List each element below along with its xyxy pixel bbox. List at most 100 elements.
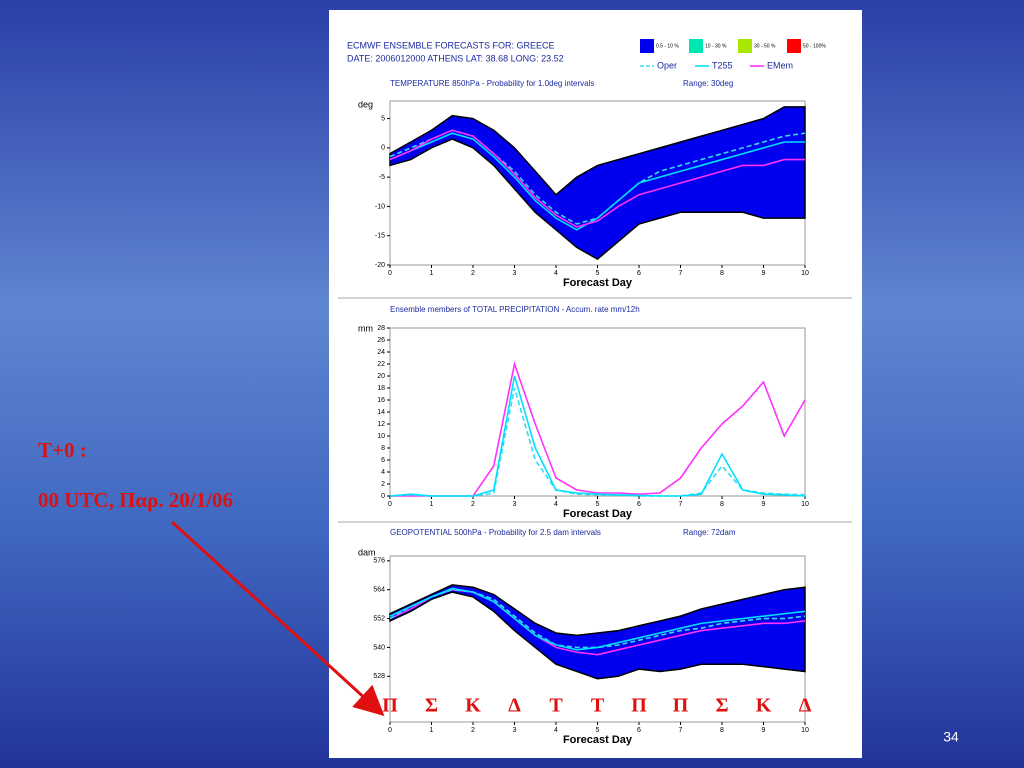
y-tick-label: 2 <box>381 481 385 488</box>
x-tick-label: 9 <box>762 501 766 508</box>
legend-label: Oper <box>657 60 677 70</box>
chart-title: GEOPOTENTIAL 500hPa - Probability for 2.… <box>390 528 601 537</box>
x-tick-label: 7 <box>679 501 683 508</box>
slide-label: T+0 : <box>38 438 87 462</box>
y-tick-label: -20 <box>375 262 385 269</box>
y-tick-label: 26 <box>377 337 385 344</box>
x-tick-label: 7 <box>679 727 683 734</box>
day-letter: Σ <box>425 695 438 717</box>
x-tick-label: 5 <box>596 727 600 734</box>
slide-label: 00 UTC, Παρ. 20/1/06 <box>38 488 233 512</box>
legend-swatch <box>738 39 752 53</box>
y-tick-label: 16 <box>377 397 385 404</box>
day-letter: Π <box>631 695 647 717</box>
y-tick-label: 28 <box>377 325 385 332</box>
y-tick-label: 528 <box>373 673 385 680</box>
x-axis-label: Forecast Day <box>563 277 633 289</box>
legend-label: 10 - 30 % <box>705 43 727 49</box>
x-tick-label: 2 <box>471 727 475 734</box>
y-tick-label: 14 <box>377 409 385 416</box>
y-tick-label: -5 <box>379 174 385 181</box>
x-tick-label: 0 <box>388 727 392 734</box>
y-tick-label: 576 <box>373 558 385 565</box>
x-tick-label: 4 <box>554 727 558 734</box>
y-tick-label: 0 <box>381 145 385 152</box>
x-tick-label: 9 <box>762 727 766 734</box>
y-tick-label: 564 <box>373 587 385 594</box>
x-tick-label: 10 <box>801 501 809 508</box>
x-tick-label: 10 <box>801 270 809 277</box>
x-tick-label: 10 <box>801 727 809 734</box>
y-tick-label: 22 <box>377 361 385 368</box>
legend-label: 30 - 50 % <box>754 43 776 49</box>
y-tick-label: 18 <box>377 385 385 392</box>
y-tick-label: 5 <box>381 115 385 122</box>
x-tick-label: 2 <box>471 501 475 508</box>
series-line <box>389 375 806 497</box>
legend-swatch <box>787 39 801 53</box>
legend-swatch <box>640 39 654 53</box>
y-axis-label: dam <box>358 547 376 557</box>
x-axis-label: Forecast Day <box>563 734 633 746</box>
x-tick-label: 8 <box>720 270 724 277</box>
legend-swatch <box>689 39 703 53</box>
x-tick-label: 0 <box>388 270 392 277</box>
series-line <box>389 129 805 228</box>
x-tick-label: 4 <box>554 501 558 508</box>
x-tick-label: 3 <box>513 270 517 277</box>
chart-header: ECMWF ENSEMBLE FORECASTS FOR: GREECE <box>347 40 555 50</box>
x-tick-label: 8 <box>720 501 724 508</box>
chart-header: DATE: 2006012000 ATHENS LAT: 38.68 LONG:… <box>347 53 564 63</box>
day-letter: Π <box>673 695 689 717</box>
chart-subtitle: Range: 72dam <box>683 528 736 537</box>
x-tick-label: 0 <box>388 501 392 508</box>
x-tick-label: 1 <box>430 727 434 734</box>
y-axis-label: mm <box>358 323 373 333</box>
arrow <box>170 520 385 717</box>
page-number: 34 <box>943 729 959 745</box>
day-letter: Τ <box>549 695 563 717</box>
y-tick-label: 540 <box>373 644 385 651</box>
x-tick-label: 2 <box>471 270 475 277</box>
x-tick-label: 6 <box>637 501 641 508</box>
legend-label: 50 - 100% <box>803 43 826 49</box>
probability-band <box>389 584 806 680</box>
x-tick-label: 6 <box>637 727 641 734</box>
x-tick-label: 3 <box>513 501 517 508</box>
day-letter: Σ <box>715 695 728 717</box>
y-tick-label: 24 <box>377 349 385 356</box>
chart-subtitle: Range: 30deg <box>683 79 733 88</box>
x-tick-label: 7 <box>679 270 683 277</box>
day-letter: Κ <box>465 695 481 717</box>
legend-label: 0.5 - 10 % <box>656 43 679 49</box>
plots: TEMPERATURE 850hPa - Probability for 1.0… <box>347 39 826 746</box>
y-tick-label: 4 <box>381 469 385 476</box>
x-tick-label: 4 <box>554 270 558 277</box>
x-tick-label: 5 <box>596 270 600 277</box>
y-tick-label: 8 <box>381 445 385 452</box>
x-tick-label: 6 <box>637 270 641 277</box>
x-tick-label: 1 <box>430 270 434 277</box>
y-tick-label: -10 <box>375 203 385 210</box>
y-axis-label: deg <box>358 99 373 109</box>
probability-band <box>389 106 806 261</box>
legend-label: EMem <box>767 60 793 70</box>
series-line <box>389 132 805 231</box>
chart-title: Ensemble members of TOTAL PRECIPITATION … <box>390 305 640 314</box>
day-letter: Δ <box>799 695 812 717</box>
y-tick-label: 0 <box>381 493 385 500</box>
x-tick-label: 1 <box>430 501 434 508</box>
y-tick-label: 20 <box>377 373 385 380</box>
y-tick-label: 6 <box>381 457 385 464</box>
y-tick-label: -15 <box>375 233 385 240</box>
y-tick-label: 10 <box>377 433 385 440</box>
x-tick-label: 5 <box>596 501 600 508</box>
legend-label: T255 <box>712 60 733 70</box>
y-tick-label: 12 <box>377 421 385 428</box>
x-tick-label: 3 <box>513 727 517 734</box>
day-letter: Π <box>382 695 398 717</box>
x-tick-label: 9 <box>762 270 766 277</box>
series-line <box>389 587 806 651</box>
day-letter: Δ <box>508 695 521 717</box>
